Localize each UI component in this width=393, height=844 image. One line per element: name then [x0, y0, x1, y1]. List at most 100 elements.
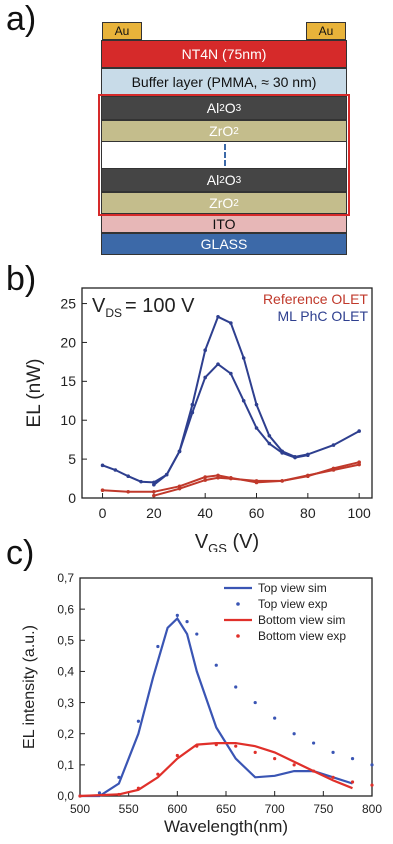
- x-tick-label: 500: [70, 802, 90, 816]
- data-point: [229, 321, 233, 325]
- data-point: [156, 772, 160, 776]
- data-point: [241, 398, 246, 403]
- al2o3-top-sub: 2: [219, 102, 225, 114]
- data-point: [175, 613, 179, 617]
- data-point: [254, 402, 259, 407]
- al2o3-bottom-sub: 2: [219, 174, 225, 186]
- al2o3-top-sub2: 3: [235, 102, 242, 114]
- panel-label-c: c): [6, 534, 35, 572]
- panel-label-b: b): [6, 260, 37, 298]
- al2o3-bottom-sub2: 3: [235, 174, 242, 186]
- multilayer-frame: [98, 94, 350, 216]
- data-point: [267, 441, 272, 446]
- data-point: [254, 479, 259, 483]
- data-point: [100, 488, 105, 493]
- x-tick-label: 700: [265, 802, 285, 816]
- data-point: [177, 449, 182, 454]
- data-point: [78, 794, 82, 798]
- data-point: [203, 348, 207, 353]
- el-intensity-spectrum-chart: 500 550 600 650 700 750 800 0,0 0,1 0,2 0,3 0,4 0,5 0…: [21, 571, 382, 836]
- legend-entry: ML PhC OLET: [277, 308, 368, 324]
- gold-electrode-left: Au: [102, 22, 142, 40]
- data-point: [126, 474, 130, 479]
- data-point: [273, 716, 277, 720]
- data-point: [253, 750, 257, 754]
- data-point: [306, 453, 310, 458]
- data-point: [100, 463, 105, 468]
- data-point: [136, 786, 140, 790]
- legend-entry: Top view exp: [258, 597, 328, 611]
- data-point: [117, 792, 121, 797]
- y-tick-label: 25: [60, 295, 76, 311]
- y-tick-label: 0,2: [57, 727, 74, 741]
- x-axis-label: Wavelength(nm): [164, 817, 288, 836]
- x-tick-label: 40: [197, 505, 213, 521]
- el-vs-vgs-chart: 0 20 40 60 80 100 0 5 10 15 20 25 EL (nW) VGS (V) VDS =…: [24, 287, 373, 552]
- layer-zro2-bottom: ZrO 2: [101, 192, 347, 214]
- x-tick-label: 60: [249, 505, 265, 521]
- repeat-dashed-line: [224, 144, 226, 166]
- data-point: [175, 753, 179, 758]
- legend-entry: Bottom view sim: [258, 613, 345, 627]
- data-point: [203, 475, 207, 479]
- data-point: [241, 356, 246, 360]
- y-tick-label: 0: [68, 490, 76, 506]
- zro2-top-sub: 2: [233, 125, 239, 137]
- data-point: [214, 743, 218, 747]
- gold-electrode-right: Au: [306, 22, 346, 40]
- series-line: [80, 616, 353, 798]
- series-line: [153, 463, 360, 497]
- x-tick-label: 600: [167, 802, 187, 816]
- layer-al2o3-top: Al 2 O 3: [101, 96, 347, 120]
- legend-entry: Top view sim: [258, 581, 327, 595]
- al2o3-top-rest: O: [224, 100, 236, 116]
- series-line: [79, 742, 353, 798]
- y-tick-label: 0,4: [57, 665, 74, 679]
- data-point: [152, 482, 156, 487]
- data-point: [293, 455, 297, 460]
- x-tick-label: 0: [99, 505, 107, 521]
- data-point: [370, 783, 374, 787]
- data-point: [357, 429, 361, 433]
- x-axis-label: VGS (V): [195, 531, 259, 552]
- zro2-top-label: ZrO: [209, 123, 234, 139]
- data-point: [190, 410, 195, 415]
- data-point: [216, 314, 220, 319]
- data-point: [234, 744, 238, 748]
- legend-marker: [236, 634, 240, 638]
- data-point: [357, 462, 361, 467]
- vds-annotation: VDS = 100 V: [92, 295, 195, 320]
- plot-frame: [81, 287, 373, 499]
- data-point: [229, 476, 233, 481]
- data-point: [156, 644, 160, 649]
- data-point: [195, 632, 199, 636]
- data-point: [152, 493, 156, 498]
- panel-label-a: a): [6, 0, 37, 38]
- data-point: [280, 451, 284, 455]
- data-point: [136, 719, 140, 723]
- zro2-bottom-label: ZrO: [209, 195, 234, 211]
- y-tick-label: 0,7: [57, 571, 74, 585]
- data-point: [312, 769, 316, 773]
- data-point: [152, 489, 156, 494]
- data-point: [306, 473, 310, 478]
- layer-nt4n: NT4N (75nm): [101, 40, 347, 68]
- data-point: [350, 757, 355, 761]
- y-axis-label: EL (nW): [24, 359, 45, 428]
- series-line: [153, 362, 308, 486]
- data-point: [350, 780, 355, 784]
- data-point: [214, 663, 218, 667]
- al2o3-top-label: Al: [206, 100, 220, 116]
- data-point: [234, 685, 238, 689]
- plot-frame: [79, 577, 373, 797]
- y-tick-label: 0,5: [57, 633, 74, 647]
- y-tick-label: 10: [60, 412, 76, 428]
- data-point: [185, 620, 189, 624]
- data-point: [331, 443, 336, 447]
- data-point: [229, 371, 233, 376]
- legend-entry: Reference OLET: [263, 291, 368, 307]
- x-tick-label: 750: [313, 802, 333, 816]
- data-point: [195, 744, 199, 748]
- data-point: [113, 468, 118, 472]
- data-point: [203, 478, 207, 482]
